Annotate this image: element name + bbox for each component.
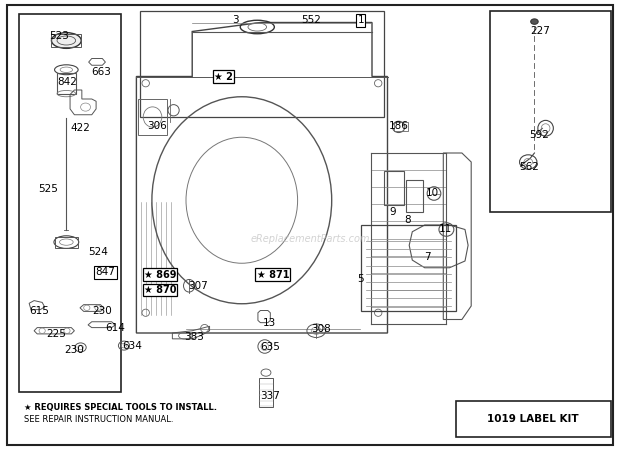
Text: SEE REPAIR INSTRUCTION MANUAL.: SEE REPAIR INSTRUCTION MANUAL. — [24, 415, 173, 424]
Text: 13: 13 — [263, 318, 277, 328]
Text: ★ 869: ★ 869 — [144, 270, 176, 279]
Bar — [384, 171, 404, 205]
Bar — [138, 99, 167, 135]
Bar — [490, 11, 611, 211]
Text: ★ REQUIRES SPECIAL TOOLS TO INSTALL.: ★ REQUIRES SPECIAL TOOLS TO INSTALL. — [24, 403, 216, 412]
Text: 842: 842 — [57, 77, 77, 87]
Text: 5: 5 — [358, 274, 364, 284]
Text: ★ 2: ★ 2 — [214, 72, 232, 81]
Text: 552: 552 — [301, 15, 321, 25]
Bar — [361, 225, 456, 310]
Text: 227: 227 — [531, 27, 551, 36]
Text: 847: 847 — [95, 267, 115, 277]
Text: 186: 186 — [389, 121, 409, 131]
Text: eReplacementParts.com: eReplacementParts.com — [250, 234, 370, 243]
Text: 308: 308 — [311, 324, 331, 333]
Bar — [394, 122, 408, 130]
Text: ★ 871: ★ 871 — [257, 270, 289, 279]
Text: 634: 634 — [122, 341, 142, 351]
Text: 3: 3 — [232, 15, 239, 25]
Text: 10: 10 — [426, 188, 440, 198]
Ellipse shape — [531, 19, 538, 24]
Text: 614: 614 — [105, 323, 125, 333]
Bar — [406, 180, 423, 212]
Text: 663: 663 — [91, 67, 111, 77]
Text: 562: 562 — [519, 162, 539, 172]
Text: 337: 337 — [260, 391, 280, 401]
Text: 7: 7 — [425, 252, 431, 261]
Text: 230: 230 — [64, 345, 84, 355]
Text: 523: 523 — [49, 31, 69, 41]
Text: 592: 592 — [529, 130, 549, 140]
Bar — [51, 34, 81, 47]
Text: 422: 422 — [71, 123, 91, 133]
Bar — [55, 237, 78, 248]
Text: 8: 8 — [405, 215, 411, 225]
Text: 225: 225 — [46, 329, 66, 339]
Text: 11: 11 — [438, 225, 452, 234]
Bar — [19, 14, 121, 392]
Text: 524: 524 — [88, 247, 108, 257]
Bar — [57, 73, 76, 94]
Text: 306: 306 — [147, 121, 167, 131]
Bar — [259, 378, 273, 407]
Ellipse shape — [51, 33, 81, 49]
Bar — [140, 11, 384, 117]
Text: 615: 615 — [29, 306, 49, 315]
Text: 635: 635 — [260, 342, 280, 351]
Text: 525: 525 — [38, 184, 58, 194]
Text: 9: 9 — [389, 207, 396, 217]
Text: 383: 383 — [184, 333, 204, 342]
Text: 1019 LABEL KIT: 1019 LABEL KIT — [487, 414, 579, 423]
Bar — [456, 400, 611, 436]
Text: 230: 230 — [92, 306, 112, 315]
Text: ★ 870: ★ 870 — [144, 285, 176, 295]
Text: 1: 1 — [358, 15, 364, 25]
Text: 307: 307 — [188, 281, 208, 291]
